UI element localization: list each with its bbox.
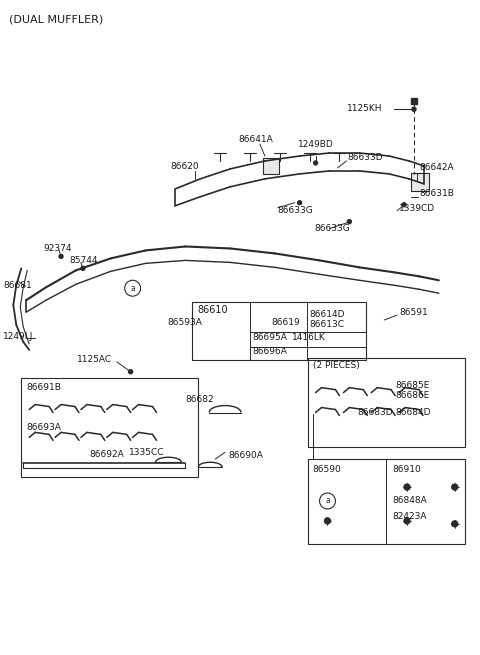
Text: 86685E: 86685E [395,381,430,390]
Circle shape [452,521,458,527]
Text: 86692A: 86692A [89,450,124,458]
Text: 86686E: 86686E [395,391,430,400]
Circle shape [320,493,336,509]
Circle shape [324,518,330,524]
Text: 86633D: 86633D [348,153,383,162]
Text: a: a [325,496,330,506]
Circle shape [125,280,141,296]
Text: 1125KH: 1125KH [348,103,383,113]
Bar [263,158,279,174]
Circle shape [402,203,406,207]
Text: 86641A: 86641A [238,134,273,143]
Text: 86691B: 86691B [26,383,61,392]
Bar [411,98,417,104]
Circle shape [59,254,63,259]
Bar [192,302,366,360]
Text: (2 PIECES): (2 PIECES) [312,362,360,370]
Text: 86696A: 86696A [252,347,287,356]
Text: 86613C: 86613C [310,320,345,329]
Text: 86614D: 86614D [310,310,345,318]
Bar [411,173,429,191]
Text: 86620: 86620 [170,162,199,172]
Text: 82423A: 82423A [392,512,427,521]
Text: 85744: 85744 [69,256,97,265]
Text: 86610: 86610 [197,305,228,315]
Bar [308,459,465,544]
Text: 86690A: 86690A [228,451,263,460]
Text: 1125AC: 1125AC [77,355,112,364]
Text: 86683D: 86683D [357,408,393,417]
Circle shape [313,161,318,165]
Text: 86633G: 86633G [314,224,350,233]
Text: 86642A: 86642A [419,164,454,172]
Text: 86633G: 86633G [278,206,313,215]
Text: 86619: 86619 [272,318,300,327]
Circle shape [452,484,458,490]
Text: 86631B: 86631B [419,189,454,198]
Text: 92374: 92374 [43,244,72,253]
Circle shape [404,484,410,490]
Circle shape [348,219,351,223]
Text: (DUAL MUFFLER): (DUAL MUFFLER) [9,15,104,25]
Text: 86684D: 86684D [395,408,431,417]
Text: 86682: 86682 [185,395,214,404]
Text: 86693A: 86693A [26,423,61,432]
Bar [21,378,198,477]
Text: 1335CC: 1335CC [129,448,164,457]
Text: a: a [130,284,135,293]
Text: 86910: 86910 [392,464,421,474]
Circle shape [81,267,85,271]
Text: 86591: 86591 [399,308,428,316]
Text: 1249BD: 1249BD [298,140,334,149]
Circle shape [129,370,132,374]
Text: 86593A: 86593A [168,318,202,327]
Text: 86590: 86590 [312,464,341,474]
Text: 1339CD: 1339CD [399,204,435,213]
Bar [308,358,465,447]
Circle shape [412,107,416,111]
Text: 86681: 86681 [3,281,32,290]
Circle shape [404,518,410,524]
Text: 1249LJ: 1249LJ [3,333,34,341]
Circle shape [298,200,301,205]
Text: 1416LK: 1416LK [292,333,325,343]
Text: 86848A: 86848A [392,496,427,506]
Text: 86695A: 86695A [252,333,287,343]
